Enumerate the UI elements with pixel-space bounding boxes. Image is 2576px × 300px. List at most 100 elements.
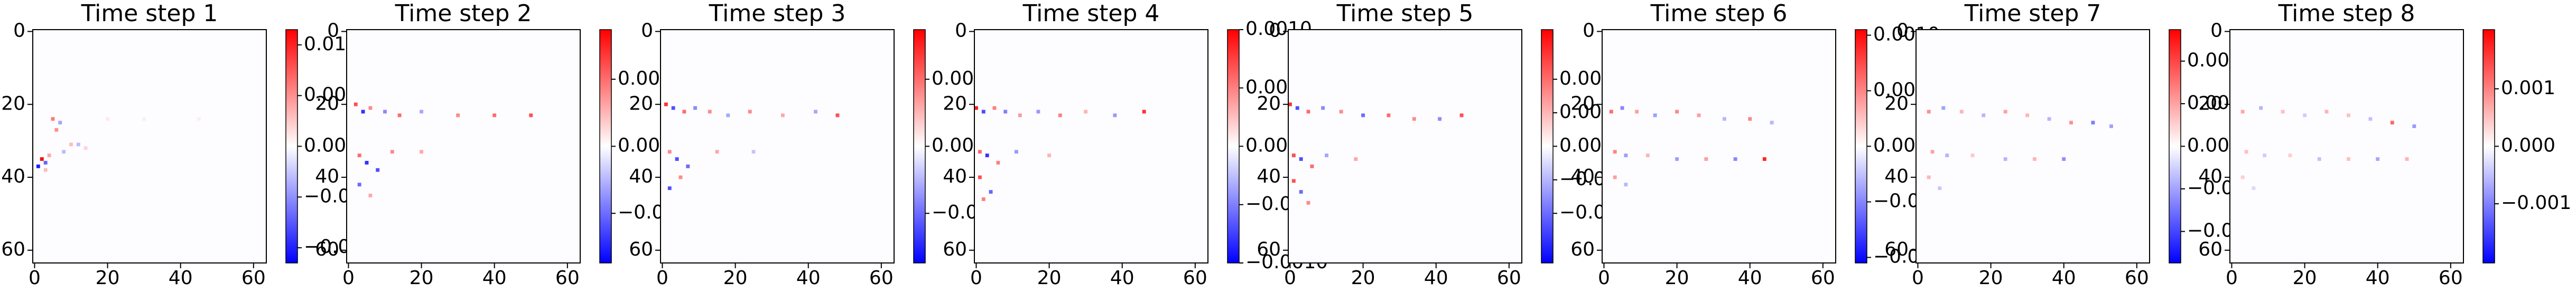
- heat-cell: [1310, 164, 1314, 168]
- colorbar: [2482, 29, 2495, 263]
- heat-cell: [2376, 157, 2380, 161]
- heat-cell: [43, 168, 48, 172]
- heat-cell: [751, 150, 756, 154]
- y-tick-label: 20: [629, 93, 653, 114]
- heat-cell: [1609, 110, 1613, 114]
- plot-area: [1288, 30, 1522, 263]
- heat-cell: [2347, 157, 2350, 161]
- axes-frame: [2229, 29, 2464, 263]
- panel-title: Time step 7: [1964, 0, 2101, 27]
- x-tick-label: 20: [1351, 267, 1375, 289]
- heat-cell: [2240, 110, 2245, 114]
- heat-cell: [678, 175, 683, 179]
- y-tick-label: 60: [1257, 239, 1281, 260]
- heat-cell: [1624, 183, 1628, 187]
- heat-cell: [2324, 110, 2329, 114]
- heat-cell: [2347, 113, 2350, 117]
- heat-cell: [1295, 106, 1299, 110]
- heat-cell: [2244, 150, 2248, 154]
- panel-title: Time step 6: [1650, 0, 1788, 27]
- plot-area: [33, 30, 266, 263]
- heat-cell: [1142, 110, 1146, 114]
- heat-cell: [1982, 113, 1986, 117]
- heat-cell: [2003, 157, 2007, 161]
- heat-cell: [1036, 110, 1040, 114]
- panel-title: Time step 2: [395, 0, 532, 27]
- heat-cell: [197, 117, 201, 121]
- x-tick-label: 60: [2125, 267, 2149, 289]
- heat-cell: [974, 106, 978, 110]
- x-tick-label: 40: [2366, 267, 2390, 289]
- y-tick-label: 40: [943, 166, 967, 187]
- heat-cell: [1733, 157, 1737, 161]
- axes-frame: [1288, 29, 1522, 263]
- heat-cell: [1113, 113, 1117, 117]
- heat-cell: [1014, 150, 1018, 154]
- x-tick-label: 20: [1665, 267, 1689, 289]
- heat-cell: [492, 113, 497, 117]
- heat-cell: [51, 117, 55, 121]
- colorbar: [1541, 29, 1554, 263]
- y-tick-label: 60: [943, 239, 967, 260]
- heat-cell: [1459, 113, 1464, 117]
- heat-cell: [456, 113, 460, 117]
- heat-cell: [1361, 113, 1365, 117]
- x-tick-label: 20: [2293, 267, 2317, 289]
- y-tick-label: 60: [1570, 239, 1595, 260]
- heat-cell: [835, 113, 840, 117]
- heat-cell: [686, 164, 690, 168]
- heat-cell: [420, 110, 424, 114]
- heat-cell: [390, 150, 394, 154]
- x-tick-label: 0: [29, 267, 41, 289]
- heat-cell: [2069, 121, 2073, 125]
- y-tick-label: 20: [1570, 93, 1595, 114]
- heat-cell: [1339, 110, 1343, 114]
- heat-cell: [1299, 157, 1303, 161]
- heat-cell: [1003, 110, 1008, 114]
- heat-cell: [1675, 157, 1679, 161]
- x-tick-label: 60: [241, 267, 266, 289]
- y-tick-label: 40: [629, 166, 653, 187]
- heat-cell: [2288, 153, 2292, 158]
- heat-cell: [529, 113, 533, 117]
- axes-frame: [1915, 29, 2150, 263]
- y-tick-label: 20: [943, 93, 967, 114]
- x-tick-label: 60: [1811, 267, 1835, 289]
- colorbar: [913, 29, 926, 263]
- heat-cell: [1306, 110, 1310, 114]
- y-tick-label: 60: [315, 239, 339, 260]
- heat-cell: [1613, 150, 1617, 154]
- x-tick-label: 40: [1738, 267, 1762, 289]
- colorbar: [285, 29, 298, 263]
- x-tick-label: 20: [96, 267, 120, 289]
- heat-cell: [1938, 186, 1942, 190]
- heat-cell: [2412, 124, 2416, 129]
- heat-cell: [814, 110, 817, 114]
- heat-cell: [1927, 110, 1931, 114]
- heat-cell: [76, 142, 80, 147]
- plot-area: [661, 30, 894, 263]
- y-tick-label: 40: [1884, 166, 1909, 187]
- y-tick-label: 20: [1257, 93, 1281, 114]
- heat-cell: [1018, 113, 1022, 117]
- y-tick-label: 40: [1570, 166, 1595, 187]
- heat-cell: [420, 150, 424, 154]
- heat-cell: [397, 113, 402, 117]
- x-tick-label: 60: [1183, 267, 1207, 289]
- heat-cell: [667, 150, 672, 154]
- heat-cell: [992, 106, 997, 110]
- heat-cell: [985, 153, 989, 158]
- y-tick-label: 0: [2210, 20, 2222, 41]
- heat-cell: [2025, 113, 2030, 117]
- x-tick-label: 0: [1912, 267, 1924, 289]
- heat-cell: [1058, 113, 1062, 117]
- heat-cell: [2390, 121, 2394, 125]
- heat-cell: [2062, 157, 2066, 161]
- heat-cell: [1291, 153, 1296, 158]
- heat-cell: [780, 113, 785, 117]
- plot-area: [974, 30, 1208, 263]
- heat-cell: [1047, 153, 1052, 158]
- y-tick-label: 40: [2198, 166, 2222, 187]
- heat-cell: [664, 102, 668, 106]
- panel-title: Time step 3: [709, 0, 846, 27]
